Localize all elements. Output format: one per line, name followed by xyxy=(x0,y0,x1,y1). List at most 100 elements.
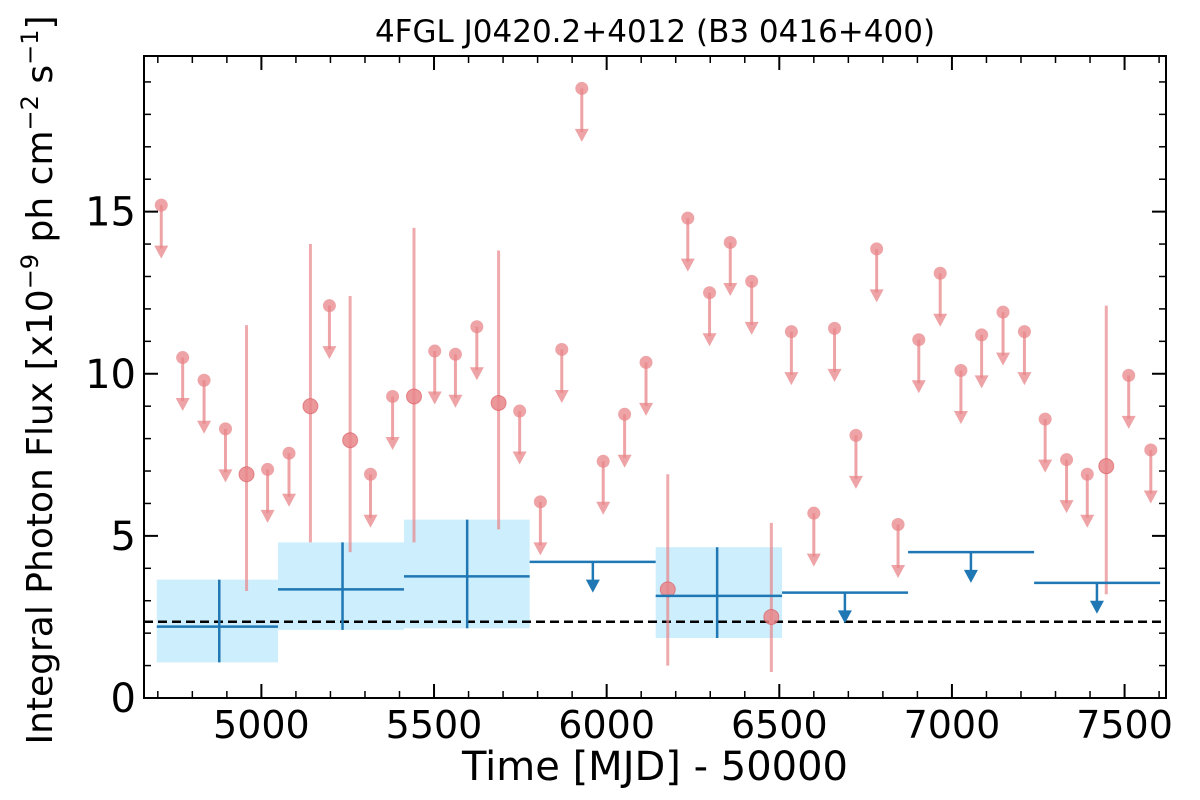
short-upper-limit-23 xyxy=(784,325,799,386)
upper-limit-arrow xyxy=(869,289,884,303)
upper-limit-marker xyxy=(639,355,653,369)
short-detection-1 xyxy=(302,244,319,543)
short-upper-limit-38 xyxy=(1121,368,1136,429)
long-upper-limit-0 xyxy=(529,560,656,593)
y-axis-label: Integral Photon Flux [x10−9 ph cm−2 s−1] xyxy=(16,15,61,744)
upper-limit-arrow xyxy=(154,245,169,259)
short-upper-limit-21 xyxy=(723,235,738,296)
upper-limit-marker xyxy=(1122,368,1136,382)
x-axis-label: Time [MJD] - 50000 xyxy=(461,744,848,790)
axis-labels: 4FGL J0420.2+4012 (B3 0416+400) Time [MJ… xyxy=(16,14,935,790)
upper-limit-marker xyxy=(828,321,842,335)
short-upper-limit-7 xyxy=(363,467,378,528)
x-tick-label: 5000 xyxy=(213,703,310,747)
upper-limit-arrow xyxy=(953,411,968,425)
upper-limit-marker xyxy=(849,428,863,442)
upper-limit-marker xyxy=(784,325,798,339)
x-tick-label: 6000 xyxy=(558,703,655,747)
upper-limit-arrow xyxy=(680,258,695,272)
detection-marker xyxy=(406,388,423,405)
short-upper-limit-19 xyxy=(680,211,695,272)
long-detection-2 xyxy=(403,519,530,629)
short-upper-limit-24 xyxy=(806,506,821,567)
upper-limit-arrow xyxy=(1038,459,1053,473)
short-upper-limit-17 xyxy=(617,407,632,468)
y-label-part-mid: ph cm xyxy=(20,130,61,253)
y-label-part-end: ] xyxy=(20,15,61,29)
upper-limit-arrow xyxy=(639,402,654,416)
x-tick-label: 7000 xyxy=(904,703,1001,747)
long-upper-limit-arrow xyxy=(585,579,600,593)
short-upper-limit-20 xyxy=(702,286,717,347)
upper-limit-arrow xyxy=(911,380,926,394)
short-upper-limit-39 xyxy=(1143,443,1158,504)
upper-limit-arrow xyxy=(282,493,297,507)
short-upper-limit-9 xyxy=(427,344,442,405)
upper-limit-arrow xyxy=(363,514,378,528)
upper-limit-arrow xyxy=(175,398,190,412)
upper-limit-marker xyxy=(470,320,484,334)
short-upper-limit-30 xyxy=(933,266,948,327)
upper-limit-marker xyxy=(975,328,989,342)
y-label-part-mid2: s xyxy=(20,65,61,95)
upper-limit-arrow xyxy=(218,469,233,483)
long-bin-series xyxy=(156,519,1161,663)
long-upper-limit-arrow xyxy=(1089,600,1104,614)
upper-limit-marker xyxy=(448,347,462,361)
upper-limit-marker xyxy=(1060,453,1074,467)
y-tick-label: 15 xyxy=(85,190,136,236)
upper-limit-marker xyxy=(745,274,759,288)
upper-limit-marker xyxy=(154,198,168,212)
short-upper-limit-0 xyxy=(154,198,169,259)
upper-limit-marker xyxy=(555,342,569,356)
plot-axes: 5000 5500 6000 6500 7000 7500 0 5 10 15 xyxy=(85,55,1173,747)
upper-limit-arrow xyxy=(322,346,337,360)
upper-limit-marker xyxy=(703,286,717,300)
short-upper-limit-22 xyxy=(744,274,759,335)
plot-frame xyxy=(143,55,1167,699)
short-upper-limit-16 xyxy=(596,454,611,515)
x-tick-label: 5500 xyxy=(386,703,483,747)
short-upper-limit-13 xyxy=(533,495,548,556)
upper-limit-marker xyxy=(197,373,211,387)
short-upper-limit-31 xyxy=(953,364,968,425)
upper-limit-arrow xyxy=(1017,372,1032,386)
long-upper-limit-arrow xyxy=(837,610,852,624)
short-upper-limit-4 xyxy=(260,462,275,523)
short-upper-limit-32 xyxy=(974,328,989,389)
short-upper-limit-27 xyxy=(869,242,884,303)
long-upper-limit-2 xyxy=(908,550,1035,583)
upper-limit-marker xyxy=(218,422,232,436)
short-upper-limit-35 xyxy=(1038,412,1053,473)
upper-limit-marker xyxy=(1080,467,1094,481)
long-upper-limit-arrow xyxy=(963,569,978,583)
upper-limit-arrow xyxy=(554,389,569,403)
short-detection-0 xyxy=(238,325,255,591)
y-label-exp-3: −1 xyxy=(16,30,44,65)
upper-limit-arrow xyxy=(596,501,611,515)
upper-limit-marker xyxy=(870,242,884,256)
y-tick-label: 10 xyxy=(85,352,136,398)
upper-limit-marker xyxy=(1038,412,1052,426)
upper-limit-arrow xyxy=(891,565,906,579)
upper-limit-arrow xyxy=(1059,500,1074,514)
short-detection-7 xyxy=(1098,305,1115,595)
upper-limit-marker xyxy=(513,404,527,418)
upper-limit-arrow xyxy=(260,509,275,523)
upper-limit-marker xyxy=(322,299,336,313)
upper-limit-arrow xyxy=(996,352,1011,366)
x-tick-label: 7500 xyxy=(1076,703,1173,747)
upper-limit-marker xyxy=(386,389,400,403)
short-bin-series xyxy=(154,81,1158,673)
long-detection-1 xyxy=(277,542,404,630)
short-upper-limit-36 xyxy=(1059,453,1074,514)
short-upper-limit-1 xyxy=(175,351,190,412)
short-detection-3 xyxy=(406,227,423,543)
short-upper-limit-33 xyxy=(996,305,1011,366)
upper-limit-marker xyxy=(723,235,737,249)
short-detection-2 xyxy=(342,295,359,553)
y-tick-label: 0 xyxy=(111,676,136,722)
short-upper-limit-3 xyxy=(218,422,233,483)
upper-limit-marker xyxy=(575,81,589,95)
upper-limit-arrow xyxy=(197,420,212,434)
